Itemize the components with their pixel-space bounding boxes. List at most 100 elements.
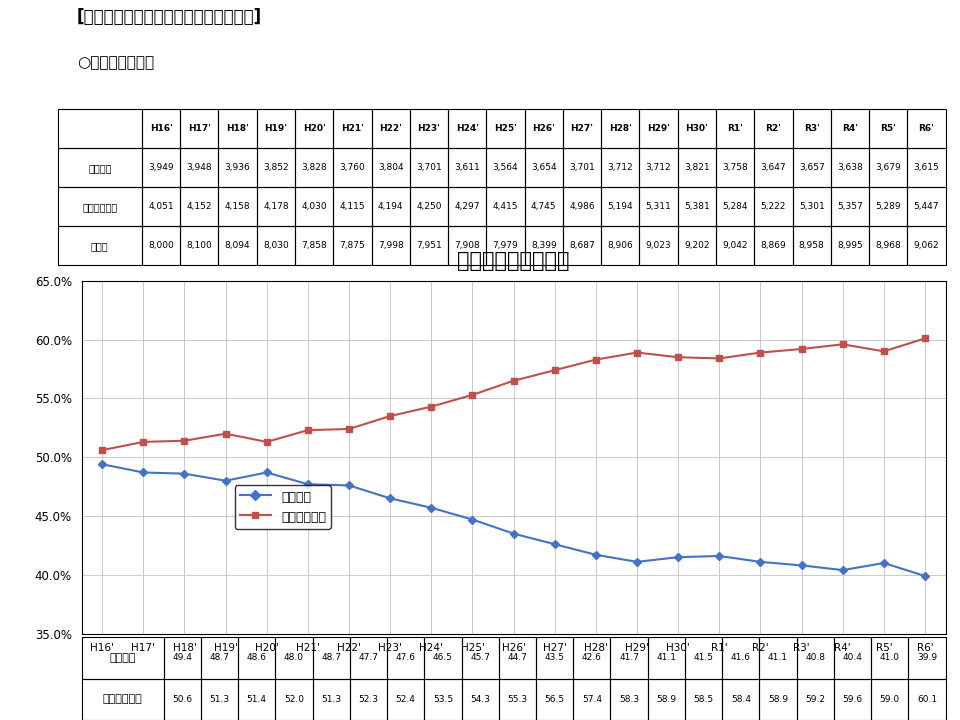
Text: H22': H22' (379, 125, 402, 133)
Bar (82, 637, 163, 678)
Bar (295, 226, 333, 266)
Text: 5,284: 5,284 (722, 202, 748, 212)
Text: 9,202: 9,202 (684, 241, 709, 251)
Text: H24': H24' (456, 125, 479, 133)
Bar (908, 678, 946, 720)
Text: 3,679: 3,679 (876, 163, 901, 172)
Bar (448, 187, 487, 226)
Bar (256, 109, 295, 148)
Text: 47.7: 47.7 (358, 654, 378, 662)
Bar (448, 226, 487, 266)
Bar (834, 637, 871, 678)
Bar (639, 187, 678, 226)
Text: 8,030: 8,030 (263, 241, 289, 251)
Bar (487, 187, 525, 226)
Text: 60.1: 60.1 (917, 695, 937, 704)
Bar (563, 187, 601, 226)
Bar (536, 637, 573, 678)
Bar (611, 637, 648, 678)
Text: H26': H26' (533, 125, 555, 133)
Text: H28': H28' (609, 125, 632, 133)
Bar (759, 637, 797, 678)
Text: 5,301: 5,301 (799, 202, 825, 212)
Bar (201, 637, 238, 678)
Bar (462, 678, 499, 720)
Bar (256, 187, 295, 226)
Text: 7,998: 7,998 (378, 241, 403, 251)
Text: R3': R3' (804, 125, 820, 133)
Bar (142, 109, 180, 148)
Bar (410, 226, 448, 266)
Text: [大都市部６都府県とその他道県の比較]: [大都市部６都府県とその他道県の比較] (77, 8, 262, 26)
Bar (755, 226, 793, 266)
Text: H18': H18' (227, 125, 249, 133)
Bar (313, 637, 349, 678)
Text: 51.4: 51.4 (247, 695, 267, 704)
Text: 3,821: 3,821 (684, 163, 709, 172)
Bar (685, 678, 722, 720)
Text: H20': H20' (302, 125, 325, 133)
Bar (487, 148, 525, 187)
Text: 48.7: 48.7 (209, 654, 229, 662)
Text: H23': H23' (418, 125, 441, 133)
Text: 3,657: 3,657 (799, 163, 825, 172)
Text: 50.6: 50.6 (172, 695, 192, 704)
Bar (678, 148, 716, 187)
Text: H21': H21' (341, 125, 364, 133)
Text: 48.0: 48.0 (284, 654, 304, 662)
Text: 9,023: 9,023 (646, 241, 671, 251)
Bar (755, 109, 793, 148)
Text: 54.3: 54.3 (470, 695, 491, 704)
Text: 8,958: 8,958 (799, 241, 825, 251)
Bar (573, 678, 611, 720)
Text: 58.4: 58.4 (731, 695, 751, 704)
Bar (793, 226, 830, 266)
Text: ○内定者数の推移: ○内定者数の推移 (77, 55, 154, 70)
Text: ６都府県: ６都府県 (109, 653, 136, 663)
Text: 4,250: 4,250 (417, 202, 442, 212)
Text: 3,701: 3,701 (569, 163, 595, 172)
Text: R2': R2' (765, 125, 781, 133)
Text: 4,745: 4,745 (531, 202, 557, 212)
Text: 合　計: 合 計 (91, 241, 108, 251)
Text: 58.9: 58.9 (768, 695, 788, 704)
Text: 39.9: 39.9 (917, 654, 937, 662)
Text: H29': H29' (647, 125, 670, 133)
Text: 41.0: 41.0 (879, 654, 900, 662)
Bar (499, 637, 536, 678)
Bar (58, 187, 142, 226)
Bar (142, 187, 180, 226)
Bar (295, 148, 333, 187)
Bar (639, 109, 678, 148)
Bar (333, 148, 372, 187)
Bar (830, 187, 869, 226)
Bar (716, 226, 755, 266)
Text: 41.5: 41.5 (693, 654, 713, 662)
Bar (180, 109, 219, 148)
Text: H19': H19' (264, 125, 287, 133)
Text: その他の道県: その他の道県 (103, 694, 142, 704)
Text: H27': H27' (570, 125, 593, 133)
Bar (276, 637, 313, 678)
Bar (611, 678, 648, 720)
Bar (639, 226, 678, 266)
Text: 41.1: 41.1 (768, 654, 788, 662)
Text: 47.6: 47.6 (396, 654, 416, 662)
Bar (797, 678, 834, 720)
Bar (499, 678, 536, 720)
Text: 46.5: 46.5 (433, 654, 453, 662)
Text: 4,194: 4,194 (378, 202, 403, 212)
Bar (755, 148, 793, 187)
Text: 41.1: 41.1 (657, 654, 677, 662)
Bar (387, 678, 424, 720)
Bar (295, 109, 333, 148)
Text: 3,611: 3,611 (454, 163, 480, 172)
Text: 5,222: 5,222 (760, 202, 786, 212)
Bar (349, 678, 387, 720)
Text: 3,712: 3,712 (646, 163, 671, 172)
Bar (487, 226, 525, 266)
Text: R6': R6' (919, 125, 934, 133)
Text: 40.4: 40.4 (843, 654, 862, 662)
Text: 5,447: 5,447 (914, 202, 939, 212)
Text: 57.4: 57.4 (582, 695, 602, 704)
